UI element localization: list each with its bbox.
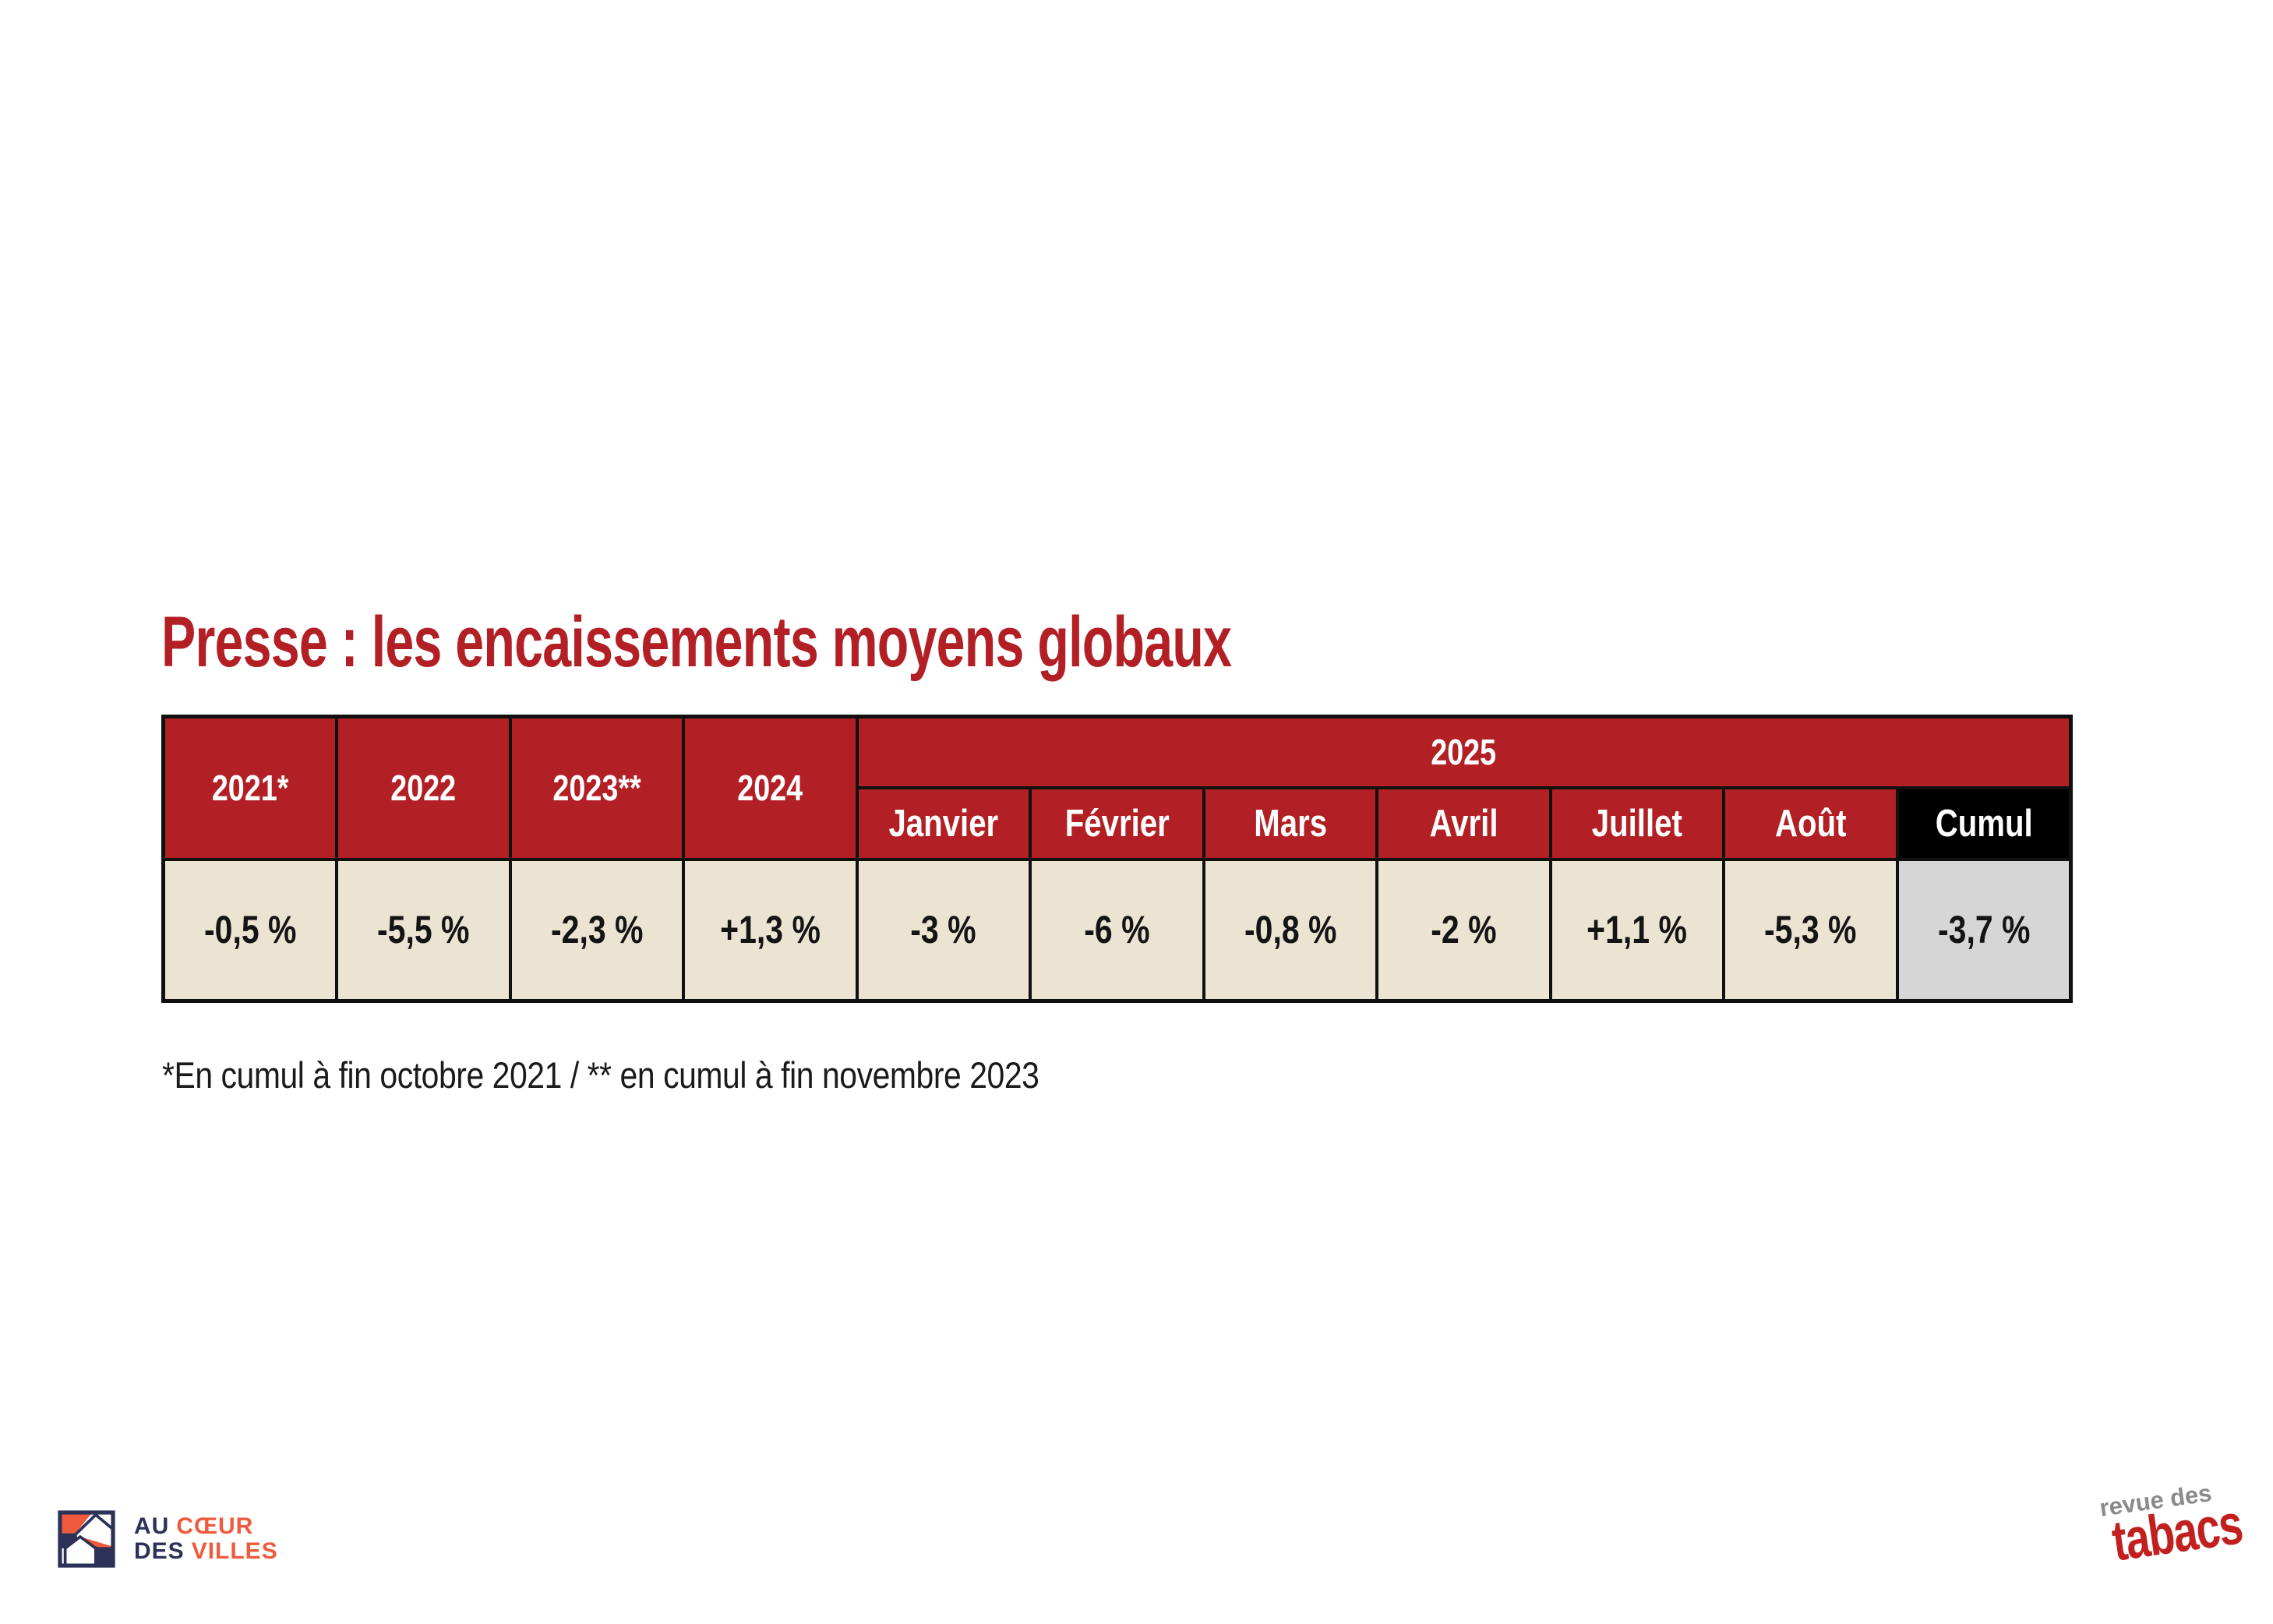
value-cell-2022: -5,5 %	[335, 857, 512, 1003]
cell-value: -0,5 %	[203, 908, 297, 952]
cell-value: -0,8 %	[1244, 908, 1337, 952]
table-header-row-months: Janvier Février Mars Avril Juillet Août …	[164, 786, 2073, 861]
value-cell-avril: -2 %	[1375, 857, 1552, 1003]
cell-label: Cumul	[1935, 802, 2033, 845]
cell-value: -6 %	[1084, 908, 1150, 952]
cell-label: Mars	[1254, 802, 1327, 845]
cell-label: Février	[1064, 802, 1170, 845]
month-header-janvier: Janvier	[855, 786, 1032, 861]
cell-label: Juillet	[1591, 802, 1683, 845]
cell-value: -2,3 %	[550, 908, 644, 952]
value-cell-cumul: -3,7 %	[1895, 857, 2073, 1003]
value-cell-fevrier: -6 %	[1029, 857, 1205, 1003]
month-header-avril: Avril	[1375, 786, 1552, 861]
tabacs-label: tabacs	[2108, 1492, 2246, 1573]
cell-label: Janvier	[888, 802, 999, 845]
year-header-2021: 2021*	[161, 715, 339, 861]
houses-icon	[58, 1510, 115, 1568]
cell-value: -2 %	[1431, 908, 1497, 952]
month-header-juillet: Juillet	[1548, 786, 1726, 861]
footnote-text: *En cumul à fin octobre 2021 / ** en cum…	[162, 1054, 1039, 1096]
cell-label: 2021*	[211, 768, 289, 809]
logo-revue-des-tabacs: revue des tabacs	[2066, 1479, 2246, 1573]
logo-au-coeur-des-villes-text: AU CŒUR DES VILLES	[134, 1513, 278, 1564]
cell-value: +1,1 %	[1587, 908, 1688, 952]
cell-label: Avril	[1429, 802, 1498, 845]
cell-value: -3,7 %	[1937, 908, 2031, 952]
cell-value: -5,5 %	[377, 908, 470, 952]
cell-label: 2025	[1431, 732, 1497, 773]
cell-label: Août	[1774, 802, 1847, 845]
cell-value: -5,3 %	[1764, 908, 1857, 952]
table-header-row-top: 2021* 2022 2023** 2024 2025	[161, 715, 2073, 861]
cell-value: +1,3 %	[719, 908, 821, 952]
data-table: 2021* 2022 2023** 2024 2025 Janvier Févr…	[161, 715, 2073, 1003]
month-header-aout: Août	[1722, 786, 1899, 861]
cell-value: -3 %	[910, 908, 977, 952]
logo-au-coeur-des-villes: AU CŒUR DES VILLES	[58, 1510, 278, 1568]
page-title-text: Presse : les encaissements moyens globau…	[161, 602, 1232, 682]
logo-word-des: DES	[134, 1538, 185, 1564]
logo-line-2: DES VILLES	[134, 1538, 278, 1564]
month-header-mars: Mars	[1202, 786, 1379, 861]
page-title: Presse : les encaissements moyens globau…	[161, 606, 1647, 678]
value-cell-aout: -5,3 %	[1722, 857, 1899, 1003]
year-header-2024: 2024	[682, 715, 859, 861]
value-cell-2023: -2,3 %	[508, 857, 686, 1003]
logo-word-au: AU	[134, 1513, 170, 1539]
footnote: *En cumul à fin octobre 2021 / ** en cum…	[162, 1054, 1170, 1096]
cell-label: 2024	[737, 768, 803, 809]
year-header-2023: 2023**	[508, 715, 686, 861]
value-cell-janvier: -3 %	[855, 857, 1032, 1003]
cumul-header: Cumul	[1895, 786, 2073, 861]
cell-label: 2022	[390, 768, 457, 809]
table-data-row: -0,5 % -5,5 % -2,3 % +1,3 % -3 % -6 % -0…	[161, 857, 2073, 1003]
value-cell-2024: +1,3 %	[682, 857, 859, 1003]
group-header-2025: 2025	[855, 715, 2073, 789]
month-header-fevrier: Février	[1029, 786, 1205, 861]
cell-label: 2023**	[552, 768, 641, 809]
year-header-2022: 2022	[335, 715, 512, 861]
value-cell-2021: -0,5 %	[161, 857, 339, 1003]
value-cell-mars: -0,8 %	[1202, 857, 1379, 1003]
value-cell-juillet: +1,1 %	[1548, 857, 1726, 1003]
logo-word-villes: VILLES	[191, 1538, 278, 1564]
logo-word-coeur: CŒUR	[176, 1513, 254, 1539]
logo-line-1: AU CŒUR	[134, 1513, 278, 1539]
